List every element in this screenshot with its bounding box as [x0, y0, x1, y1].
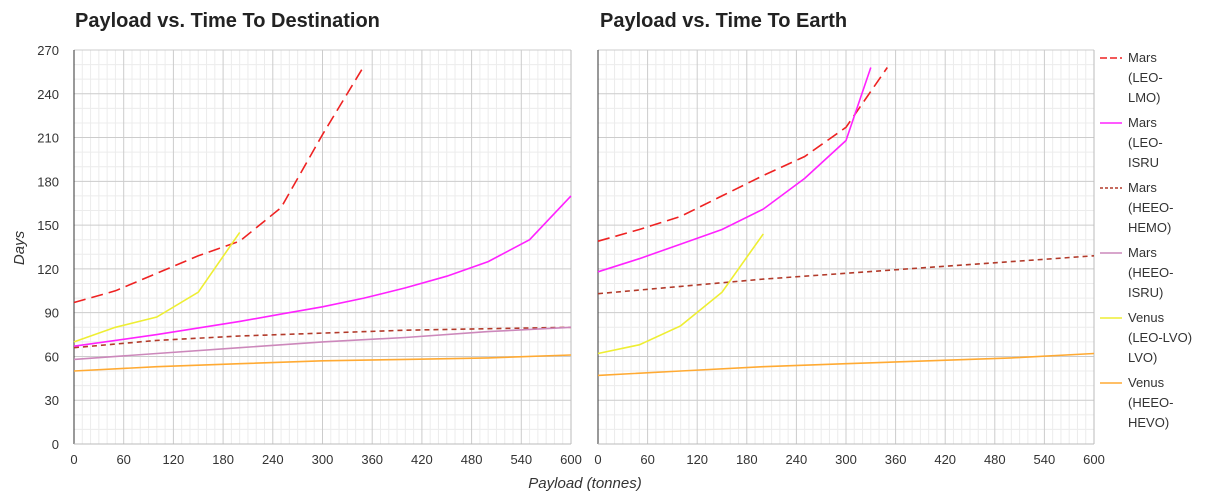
- x-tick-label: 120: [163, 452, 185, 467]
- y-axis-label: Days: [11, 230, 28, 265]
- x-tick-label: 420: [934, 452, 956, 467]
- x-tick-label: 480: [984, 452, 1006, 467]
- legend-entry-label: LVO): [1128, 350, 1157, 365]
- legend-entry-label: Mars: [1128, 245, 1157, 260]
- y-tick-label: 0: [52, 437, 59, 452]
- left-plot-area: 0 60 120 180 240 300 360 420 480 540 600 0 30 60 90 120…: [37, 43, 582, 467]
- x-tick-label: 180: [212, 452, 234, 467]
- legend-entry-label: ISRU): [1128, 285, 1163, 300]
- series-line: [597, 67, 888, 242]
- legend-entry-label: HEVO): [1128, 415, 1169, 430]
- y-tick-label: 120: [37, 262, 59, 277]
- series-line: [73, 326, 572, 361]
- legend-entry-label: (LEO-: [1128, 135, 1163, 150]
- legend-entry-label: Mars: [1128, 180, 1157, 195]
- x-tick-label: 420: [411, 452, 433, 467]
- legend-entry-label: Mars: [1128, 115, 1157, 130]
- x-tick-label: 240: [262, 452, 284, 467]
- x-tick-label: 120: [686, 452, 708, 467]
- legend-entry-label: (LEO-: [1128, 70, 1163, 85]
- series-line: [73, 65, 365, 304]
- legend-entry-label: (HEEO-: [1128, 200, 1174, 215]
- series-line: [73, 231, 241, 343]
- series-line: [73, 354, 572, 372]
- x-tick-label: 540: [510, 452, 532, 467]
- x-tick-label: 60: [116, 452, 130, 467]
- legend-entry-label: ISRU: [1128, 155, 1159, 170]
- legend-entry-label: Venus: [1128, 310, 1165, 325]
- x-tick-label: 240: [786, 452, 808, 467]
- legend-entry-label: (HEEO-: [1128, 395, 1174, 410]
- series-line: [597, 67, 872, 273]
- x-tick-label: 540: [1034, 452, 1056, 467]
- series-line: [73, 195, 572, 347]
- x-tick-label: 300: [835, 452, 857, 467]
- x-tick-label: 600: [1083, 452, 1105, 467]
- x-tick-label: 360: [361, 452, 383, 467]
- legend-entry-label: Mars: [1128, 50, 1157, 65]
- series-line: [73, 326, 572, 349]
- y-tick-label: 60: [45, 349, 59, 364]
- legend-entry-label: (HEEO-: [1128, 265, 1174, 280]
- legend-entry-label: Venus: [1128, 375, 1165, 390]
- y-tick-label: 150: [37, 218, 59, 233]
- y-tick-label: 180: [37, 174, 59, 189]
- x-tick-label: 180: [736, 452, 758, 467]
- legend-entry-label: (LEO-LVO): [1128, 330, 1192, 345]
- y-tick-label: 210: [37, 131, 59, 146]
- series-line: [597, 233, 764, 355]
- x-tick-label: 0: [70, 452, 77, 467]
- x-axis-label: Payload (tonnes): [528, 475, 641, 492]
- x-tick-label: 300: [312, 452, 334, 467]
- right-plot-area: 0 60 120 180 240 300 360 420 480 540 600: [594, 49, 1105, 467]
- legend-entry-label: LMO): [1128, 90, 1161, 105]
- series-line: [597, 352, 1095, 377]
- x-tick-label: 0: [594, 452, 601, 467]
- y-tick-label: 240: [37, 87, 59, 102]
- y-tick-label: 30: [45, 393, 59, 408]
- x-tick-label: 60: [640, 452, 654, 467]
- y-tick-label: 90: [45, 306, 59, 321]
- x-tick-label: 600: [560, 452, 582, 467]
- x-tick-label: 480: [461, 452, 483, 467]
- right-chart-title: Payload vs. Time To Earth: [600, 10, 847, 32]
- series-line: [597, 255, 1095, 295]
- y-tick-label: 270: [37, 43, 59, 58]
- legend: Mars (LEO- LMO) Mars (LEO- ISRU Mars (HEEO- HEMO…: [1100, 50, 1192, 430]
- x-tick-label: 360: [885, 452, 907, 467]
- legend-entry-label: HEMO): [1128, 220, 1171, 235]
- left-chart-title: Payload vs. Time To Destination: [75, 10, 380, 32]
